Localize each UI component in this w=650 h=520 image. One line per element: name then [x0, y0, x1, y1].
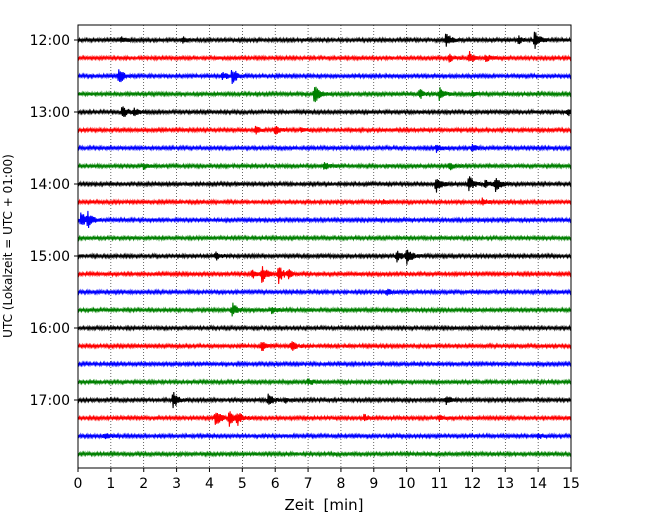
seismic-trace — [77, 162, 572, 171]
seismic-trace — [77, 360, 572, 368]
seismic-trace — [77, 302, 572, 317]
seismic-trace — [77, 249, 572, 265]
trace-group — [77, 31, 572, 458]
x-tick-label: 3 — [172, 476, 181, 492]
seismic-trace — [77, 288, 572, 296]
y-axis-label: UTC (Lokalzeit = UTC + 01:00) — [1, 154, 15, 338]
seismic-trace — [77, 432, 572, 440]
x-tick-label: 5 — [238, 476, 247, 492]
seismic-trace — [77, 391, 572, 409]
y-tick-label: 12:00 — [30, 33, 70, 49]
seismic-trace — [77, 197, 572, 206]
seismic-trace — [77, 125, 572, 135]
grid-lines — [110, 25, 539, 468]
x-tick-label: 0 — [74, 476, 83, 492]
x-tick-label: 12 — [463, 476, 481, 492]
y-tick-label: 14:00 — [30, 177, 70, 193]
seismic-trace — [77, 234, 572, 242]
x-tick-label: 11 — [431, 476, 449, 492]
seismic-trace — [77, 69, 572, 85]
x-axis-label: Zeit [min] — [284, 496, 363, 514]
x-tick-label: 14 — [529, 476, 547, 492]
y-tick-label: 16:00 — [30, 321, 70, 337]
seismic-trace — [77, 341, 572, 352]
seismic-trace — [77, 266, 572, 285]
seismic-trace — [77, 86, 572, 103]
x-tick-label: 1 — [106, 476, 115, 492]
x-tick-label: 10 — [398, 476, 416, 492]
seismic-trace — [77, 450, 572, 458]
y-tick-label: 17:00 — [30, 393, 70, 409]
x-tick-label: 13 — [496, 476, 514, 492]
plot-frame — [77, 24, 572, 469]
seismic-trace — [77, 176, 572, 193]
seismic-trace — [77, 50, 572, 63]
seismic-trace — [77, 411, 572, 427]
x-axis: 0 1 2 3 4 5 6 7 8 9 10 11 12 13 14 15 — [74, 468, 580, 492]
x-tick-label: 9 — [369, 476, 378, 492]
x-tick-label: 6 — [271, 476, 280, 492]
x-tick-label: 15 — [562, 476, 580, 492]
x-tick-label: 2 — [139, 476, 148, 492]
x-tick-label: 8 — [336, 476, 345, 492]
y-axis: 12:00 13:00 14:00 15:00 16:00 17:00 — [30, 33, 78, 409]
x-tick-label: 7 — [304, 476, 313, 492]
seismic-trace — [77, 144, 572, 153]
plot-background — [78, 25, 571, 468]
seismic-trace — [77, 106, 572, 117]
seismic-trace — [77, 378, 572, 386]
y-tick-label: 15:00 — [30, 249, 70, 265]
seismic-trace — [77, 210, 572, 229]
x-tick-label: 4 — [205, 476, 214, 492]
seismic-trace — [77, 324, 572, 332]
seismic-trace — [77, 31, 572, 49]
y-tick-label: 13:00 — [30, 105, 70, 121]
